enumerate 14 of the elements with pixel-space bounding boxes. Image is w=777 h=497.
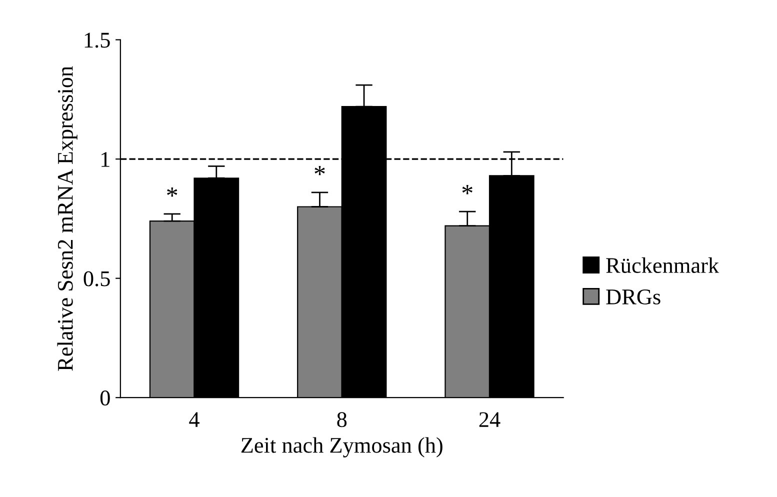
annotation: *: [314, 166, 325, 176]
y-tick-label: 1: [102, 152, 110, 167]
legend-label: DRGs: [606, 289, 660, 304]
y-axis-title: Relative Sesn2 mRNA Expression: [57, 66, 78, 371]
y-tick-label: 1.5: [84, 32, 110, 48]
x-tick-label: 8: [337, 412, 347, 428]
x-tick-label: 4: [189, 412, 200, 427]
annotation: *: [167, 187, 178, 197]
x-tick-label: 24: [479, 412, 500, 427]
legend-label: Rückenmark: [606, 257, 720, 274]
annotation: *: [462, 185, 472, 194]
y-tick-label: 0.5: [84, 271, 110, 286]
y-tick-label: 0: [100, 390, 110, 406]
x-axis-title: Zeit nach Zymosan (h): [241, 437, 442, 458]
